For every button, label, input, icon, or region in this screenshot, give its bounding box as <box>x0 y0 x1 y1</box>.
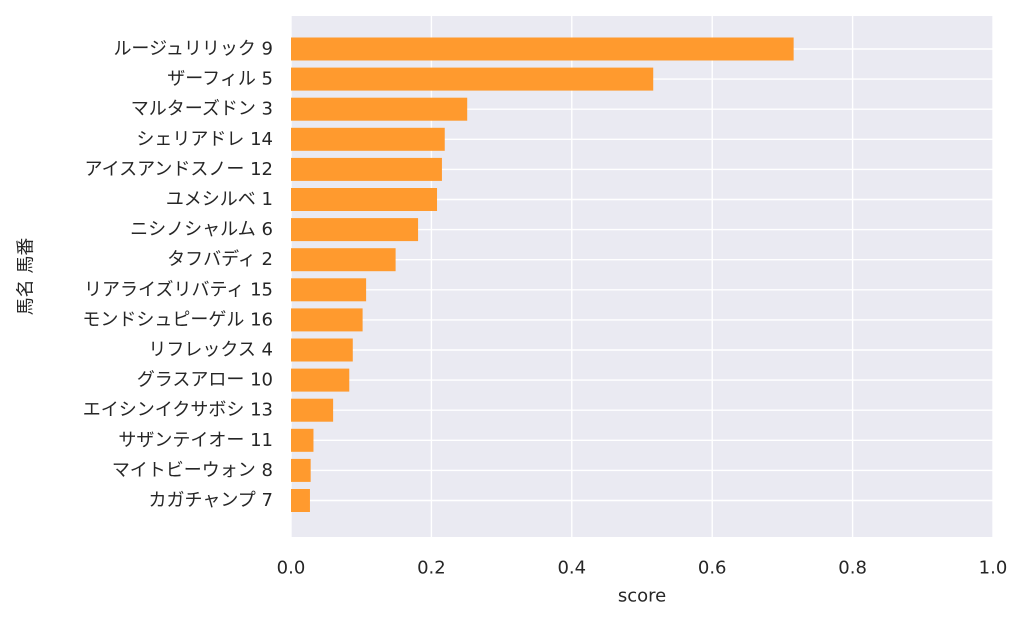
y-tick-label: ニシノシャルム 6 <box>130 219 273 240</box>
y-tick-label: リフレックス 4 <box>148 340 273 361</box>
bar <box>291 37 794 61</box>
bar <box>291 248 396 272</box>
x-tick-label: 0.4 <box>557 558 586 579</box>
y-tick-label: ユメシルベ 1 <box>166 189 273 210</box>
y-axis-label: 馬名 馬番 <box>16 238 37 316</box>
x-tick-label: 1.0 <box>979 558 1008 579</box>
bar <box>291 308 363 332</box>
x-tick-label: 0.8 <box>838 558 867 579</box>
bars <box>291 37 794 512</box>
y-tick-label: グラスアロー 10 <box>137 370 273 391</box>
y-tick-label: カガチャンプ 7 <box>149 490 273 511</box>
x-tick-label: 0.6 <box>698 558 727 579</box>
y-tick-label: ザーフィル 5 <box>167 69 273 90</box>
y-tick-label: エイシンイクサボシ 13 <box>83 400 273 421</box>
bar <box>291 67 654 91</box>
bar <box>291 338 353 362</box>
y-tick-labels: ルージュリリック 9 ザーフィル 5 マルターズドン 3 シェリアドレ 14 アイスアン… <box>82 39 273 512</box>
bar <box>291 398 334 422</box>
y-tick-label: ルージュリリック 9 <box>113 39 273 60</box>
y-tick-label: モンドシュピーゲル 16 <box>82 309 273 330</box>
y-tick-label: マルターズドン 3 <box>131 99 273 120</box>
bar <box>291 157 442 181</box>
y-tick-label: タフバディ 2 <box>167 249 273 270</box>
x-tick-label: 0.2 <box>417 558 446 579</box>
x-axis-label: score <box>618 586 666 607</box>
y-tick-label: マイトビーウォン 8 <box>112 460 273 481</box>
bar <box>291 428 314 452</box>
x-tick-labels: 0.0 0.2 0.4 0.6 0.8 1.0 <box>277 558 1008 579</box>
bar <box>291 218 419 242</box>
bar <box>291 458 311 482</box>
y-tick-label: アイスアンドスノー 12 <box>85 159 273 180</box>
x-tick-label: 0.0 <box>277 558 306 579</box>
bar <box>291 368 350 392</box>
bar <box>291 127 445 151</box>
bar <box>291 188 438 211</box>
bar <box>291 278 367 302</box>
y-tick-label: リアライズリバティ 15 <box>84 279 273 300</box>
bar <box>291 489 310 512</box>
y-tick-label: サザンテイオー 11 <box>118 430 273 451</box>
y-tick-label: シェリアドレ 14 <box>136 129 273 150</box>
bar <box>291 97 468 121</box>
plot-area <box>291 16 993 537</box>
